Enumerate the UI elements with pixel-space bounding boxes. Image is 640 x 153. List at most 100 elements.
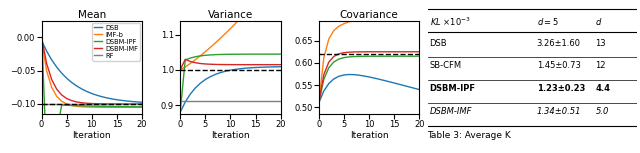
DSBM-IPF xyxy=(73,105,81,107)
DSB xyxy=(53,66,61,68)
RF xyxy=(73,103,81,105)
Text: 3.26±1.60: 3.26±1.60 xyxy=(537,39,580,48)
DSBM-IPF xyxy=(138,106,146,108)
RF xyxy=(138,103,146,105)
DSB xyxy=(43,50,51,52)
DSBM-IMF xyxy=(108,103,116,105)
RF xyxy=(108,103,116,105)
IMF-b xyxy=(53,95,61,97)
DSB xyxy=(103,97,111,99)
DSBM-IPF xyxy=(63,104,70,106)
DSBM-IMF xyxy=(123,103,131,105)
IMF-b xyxy=(93,106,100,108)
RF xyxy=(78,103,86,105)
RF xyxy=(103,103,111,105)
DSB xyxy=(128,101,136,102)
DSB xyxy=(73,85,81,87)
DSBM-IMF xyxy=(118,103,126,105)
DSBM-IPF xyxy=(133,106,141,108)
DSB xyxy=(138,101,146,103)
DSB xyxy=(88,93,95,94)
DSBM-IMF xyxy=(38,36,45,38)
DSB xyxy=(83,91,91,92)
DSBM-IMF xyxy=(53,88,61,90)
DSB xyxy=(63,77,70,79)
DSBM-IPF xyxy=(83,105,91,107)
X-axis label: Iteration: Iteration xyxy=(211,131,250,140)
IMF-b xyxy=(118,106,126,108)
Text: 12: 12 xyxy=(595,61,606,70)
DSBM-IMF xyxy=(133,103,141,105)
Line: DSB: DSB xyxy=(42,41,142,102)
IMF-b xyxy=(88,106,95,108)
IMF-b xyxy=(58,100,65,102)
X-axis label: Iteration: Iteration xyxy=(72,131,111,140)
Text: DSBM-IPF: DSBM-IPF xyxy=(429,84,476,93)
DSBM-IPF xyxy=(108,106,116,107)
RF xyxy=(98,103,106,105)
RF xyxy=(128,103,136,105)
DSBM-IPF xyxy=(88,105,95,107)
DSBM-IPF xyxy=(123,106,131,108)
DSBM-IPF xyxy=(78,105,86,107)
IMF-b xyxy=(73,105,81,107)
DSB xyxy=(113,99,121,101)
DSBM-IPF xyxy=(58,104,65,106)
DSBM-IMF xyxy=(103,103,111,105)
Line: IMF-b: IMF-b xyxy=(42,41,142,107)
IMF-b xyxy=(68,105,76,106)
Line: DSBM-IMF: DSBM-IMF xyxy=(42,37,142,104)
Text: 1.23±0.23: 1.23±0.23 xyxy=(537,84,585,93)
DSBM-IMF xyxy=(63,98,70,99)
RF xyxy=(68,103,76,105)
RF xyxy=(93,103,100,105)
DSBM-IMF xyxy=(73,101,81,103)
DSBM-IPF xyxy=(48,144,56,146)
DSBM-IMF xyxy=(138,103,146,105)
IMF-b xyxy=(78,106,86,108)
RF xyxy=(113,103,121,105)
DSBM-IPF xyxy=(38,30,45,32)
RF xyxy=(63,103,70,105)
RF xyxy=(38,103,45,105)
DSBM-IMF xyxy=(93,103,100,105)
RF xyxy=(48,103,56,105)
RF xyxy=(43,103,51,105)
DSBM-IMF xyxy=(128,103,136,105)
IMF-b xyxy=(83,106,91,108)
Title: Covariance: Covariance xyxy=(340,10,398,20)
Text: Table 3: Average K: Table 3: Average K xyxy=(428,131,511,140)
Text: 4.4: 4.4 xyxy=(595,84,611,93)
DSBM-IPF xyxy=(53,132,61,133)
DSB xyxy=(133,101,141,103)
RF xyxy=(83,103,91,105)
X-axis label: Iteration: Iteration xyxy=(349,131,388,140)
DSBM-IMF xyxy=(48,78,56,80)
IMF-b xyxy=(98,106,106,108)
DSBM-IPF xyxy=(128,106,136,108)
Text: DSB: DSB xyxy=(429,39,447,48)
IMF-b xyxy=(133,106,141,108)
IMF-b xyxy=(103,106,111,108)
DSB xyxy=(108,98,116,100)
DSBM-IMF xyxy=(113,103,121,105)
Text: SB-CFM: SB-CFM xyxy=(429,61,461,70)
Line: DSBM-IPF: DSBM-IPF xyxy=(42,31,142,153)
Text: 1.34±0.51: 1.34±0.51 xyxy=(537,107,581,116)
DSBM-IMF xyxy=(58,94,65,96)
RF xyxy=(58,103,65,105)
DSBM-IPF xyxy=(113,106,121,108)
IMF-b xyxy=(123,106,131,108)
Text: DSBM-IMF: DSBM-IMF xyxy=(429,107,472,116)
DSB xyxy=(93,94,100,96)
DSBM-IPF xyxy=(103,105,111,107)
Title: Mean: Mean xyxy=(77,10,106,20)
DSB xyxy=(48,59,56,61)
DSB xyxy=(38,40,45,42)
Text: 1.45±0.73: 1.45±0.73 xyxy=(537,61,580,70)
DSBM-IMF xyxy=(98,103,106,105)
IMF-b xyxy=(48,86,56,88)
DSBM-IMF xyxy=(43,63,51,64)
Text: $d$: $d$ xyxy=(595,16,603,27)
DSB xyxy=(98,96,106,98)
